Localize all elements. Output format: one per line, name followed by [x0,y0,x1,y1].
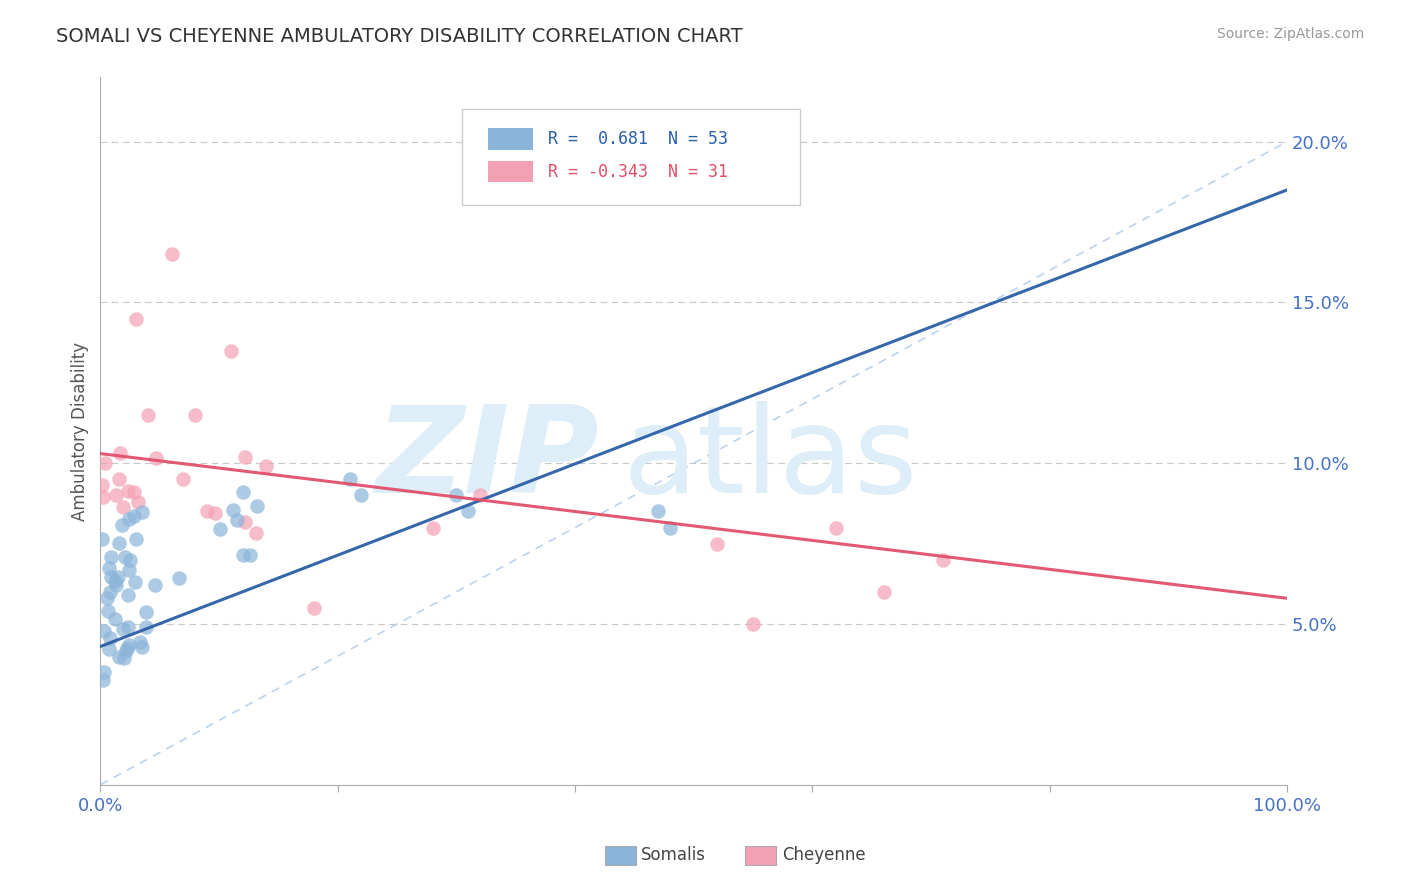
Text: SOMALI VS CHEYENNE AMBULATORY DISABILITY CORRELATION CHART: SOMALI VS CHEYENNE AMBULATORY DISABILITY… [56,27,742,45]
Point [122,484,145,499]
Point [117,588,139,602]
Point [118,638,141,652]
Point [91,532,114,546]
Point [98,632,121,646]
Point [118,553,141,567]
Point [117,484,139,499]
Point [96,591,118,605]
Point [145,450,167,465]
Point [93,665,115,680]
Point [160,247,183,261]
Point [114,549,136,564]
Point [114,644,136,658]
Point [115,641,138,656]
Point [422,520,444,534]
FancyBboxPatch shape [463,109,800,205]
Point [143,577,166,591]
Point [104,574,127,588]
Point [872,585,894,599]
Point [254,458,277,473]
Point [246,500,269,514]
Point [169,571,191,585]
Text: Source: ZipAtlas.com: Source: ZipAtlas.com [1216,27,1364,41]
Point [94,456,117,470]
Point [107,649,129,664]
Text: ZIP: ZIP [375,401,599,518]
Point [105,488,128,502]
Point [124,509,146,524]
Text: R =  0.681  N = 53: R = 0.681 N = 53 [548,130,728,148]
Bar [488,161,533,182]
Point [457,504,479,518]
Point [110,517,132,532]
Point [91,478,114,492]
Point [350,488,373,502]
Point [91,490,114,504]
Point [136,408,159,422]
Point [118,512,141,526]
Point [91,673,114,687]
Point [232,485,254,500]
Point [233,515,256,529]
Point [112,500,135,514]
Point [93,624,115,639]
Point [446,488,468,502]
Point [112,650,135,665]
Point [125,311,148,326]
Point [127,495,149,509]
Point [100,550,122,565]
Point [184,408,207,422]
Point [742,617,765,632]
Text: R = -0.343  N = 31: R = -0.343 N = 31 [548,162,728,180]
Point [129,635,152,649]
Point [195,504,218,518]
Point [135,620,157,634]
Point [107,570,129,584]
Point [131,640,153,654]
Bar [488,128,533,150]
Point [204,506,226,520]
Point [124,574,146,589]
Point [225,513,247,527]
Y-axis label: Ambulatory Disability: Ambulatory Disability [72,342,89,521]
Point [658,520,681,534]
Point [117,620,139,634]
Point [647,504,669,518]
Point [302,601,325,615]
Point [239,548,262,562]
Point [932,552,955,566]
Point [107,472,129,486]
Text: atlas: atlas [623,401,918,518]
Point [124,532,146,546]
Point [100,570,122,584]
Point [706,536,728,550]
Point [468,488,491,502]
Point [222,502,245,516]
Point [118,564,141,578]
Point [104,577,127,591]
Point [219,343,242,358]
Point [825,520,848,534]
Point [233,450,256,465]
Text: Somalis: Somalis [641,847,706,864]
Point [172,472,194,486]
Point [97,642,120,657]
Point [97,561,120,575]
Point [98,585,121,599]
Point [135,605,157,619]
Point [245,526,267,541]
Point [209,522,232,536]
Point [232,548,254,562]
Point [108,535,131,549]
Point [111,623,134,637]
Point [104,612,127,626]
Point [108,446,131,460]
Point [339,472,361,486]
Point [131,505,153,519]
Point [97,604,120,618]
Text: Cheyenne: Cheyenne [782,847,865,864]
